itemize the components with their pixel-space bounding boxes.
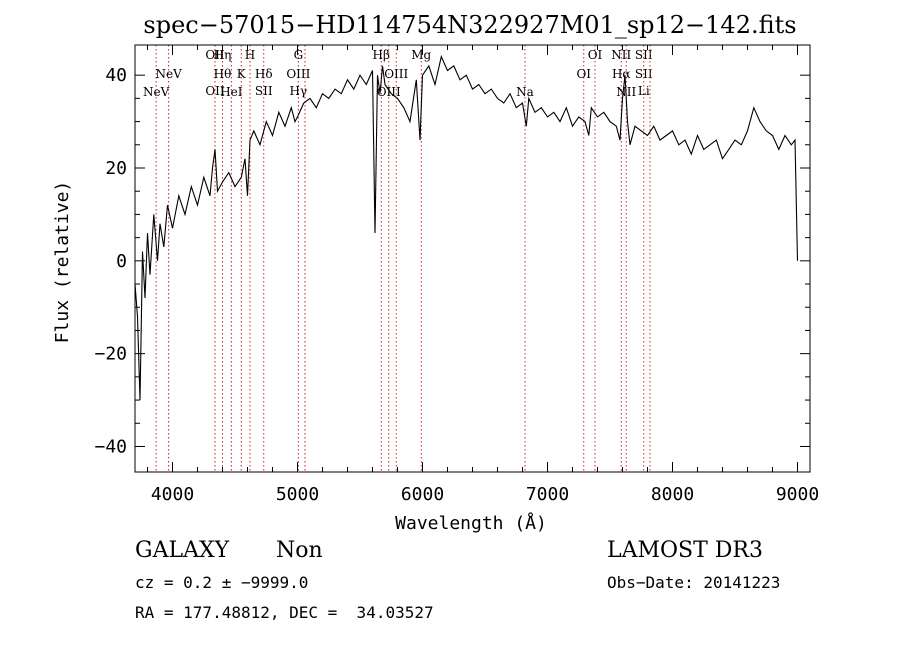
y-tick-label: 40 [105, 65, 127, 86]
object-subclass: Non [276, 538, 323, 563]
plot-frame [134, 44, 811, 473]
spectral-line-label: Na [516, 85, 534, 99]
spectral-line-label: OIII [286, 67, 310, 81]
spectral-line-label: Mg [411, 48, 431, 62]
spectral-line-label: NeV [155, 67, 182, 81]
x-tick-label: 4000 [151, 484, 194, 505]
redshift-readout: cz = 0.2 ± −9999.0 [135, 573, 309, 592]
object-class: GALAXY [135, 538, 230, 563]
spectral-line-label: HeI [220, 85, 243, 99]
spectral-line-label: NII [611, 48, 631, 62]
spectral-line-label: Hγ [290, 84, 308, 98]
spectrum-line [134, 54, 799, 401]
spectral-line-label: Hα [612, 67, 631, 81]
spectral-line-label: Hδ [255, 67, 273, 81]
y-tick-label: 0 [116, 251, 127, 272]
plot-area: NeVNeVOIIOIIHηHθHeIKHHδSIIGOIIIHγHβOIIIO… [94, 44, 819, 505]
y-axis-label: Flux (relative) [52, 181, 73, 344]
spectral-line-label: OIII [384, 67, 408, 81]
spectral-line-label: OI [588, 48, 603, 62]
spectral-line-label: NeV [143, 85, 170, 99]
x-tick-label: 8000 [651, 484, 694, 505]
spectral-line-label: Hθ [214, 67, 232, 81]
spectral-line-label: SII [635, 48, 653, 62]
spectral-line-label: Li [638, 84, 650, 98]
spectral-line-label: Hβ [373, 48, 390, 62]
obs-date: Obs−Date: 20141223 [607, 573, 781, 592]
coordinates: RA = 177.48812, DEC = 34.03527 [135, 603, 434, 622]
spectral-line-label: SII [255, 84, 273, 98]
x-axis-label: Wavelength (Å) [395, 512, 547, 534]
x-tick-label: 5000 [276, 484, 319, 505]
spectral-line-label: K [237, 67, 247, 81]
y-tick-label: 20 [105, 158, 127, 179]
x-tick-label: 9000 [776, 484, 819, 505]
x-tick-label: 6000 [401, 484, 444, 505]
spectral-line-label: G [294, 48, 304, 62]
y-tick-label: −20 [94, 344, 127, 365]
spectral-line-label: Hη [214, 48, 232, 62]
y-tick-label: −40 [94, 436, 127, 457]
chart-title: spec−57015−HD114754N322927M01_sp12−142.f… [143, 11, 796, 39]
spectral-line-label: OIII [377, 85, 401, 99]
spectral-line-label: OII [205, 48, 225, 62]
x-tick-label: 7000 [526, 484, 569, 505]
survey-name: LAMOST DR3 [607, 538, 763, 563]
spectral-line-label: SII [635, 67, 653, 81]
spectral-line-label: OII [205, 84, 225, 98]
spectral-line-label: OI [576, 67, 591, 81]
spectral-line-label: H [245, 48, 255, 62]
